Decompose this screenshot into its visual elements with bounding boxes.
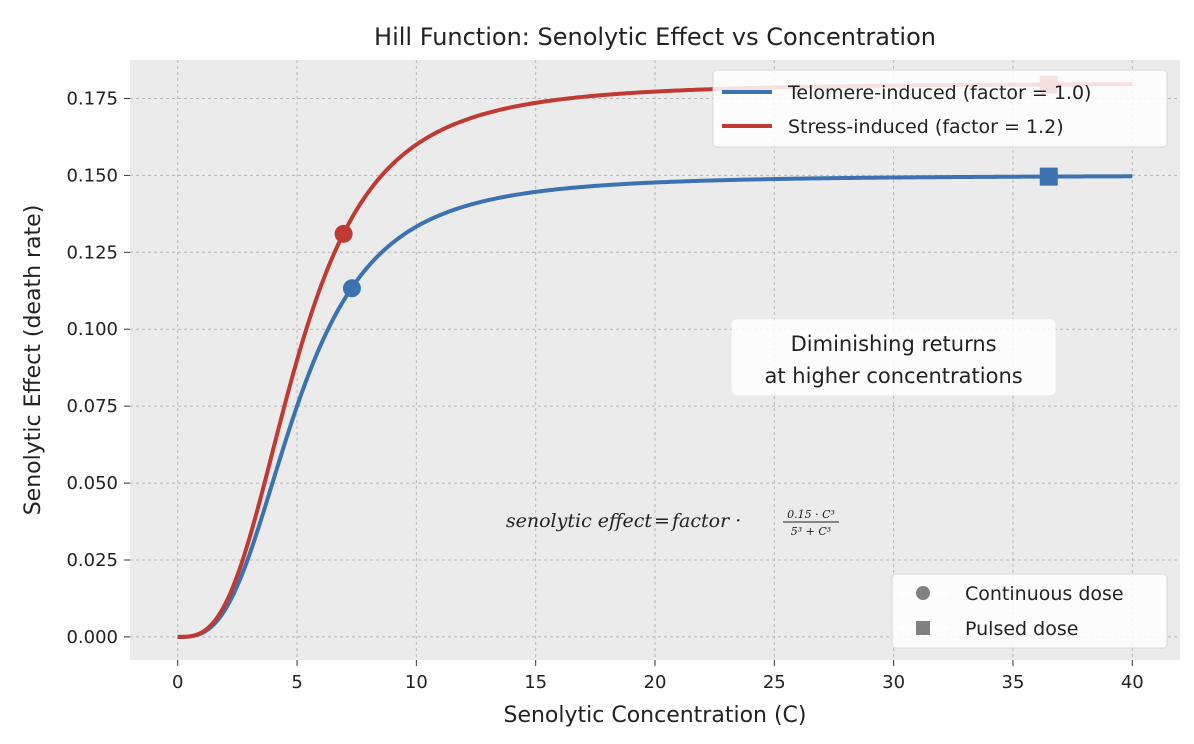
y-tick-label: 0.050 — [66, 473, 118, 494]
x-tick-label: 0 — [172, 672, 183, 693]
formula-numerator: 0.15 · C³ — [787, 508, 835, 521]
x-tick-label: 10 — [405, 672, 428, 693]
formula-rhs: factor · — [670, 510, 741, 532]
series-legend: Telomere-induced (factor = 1.0) Stress-i… — [712, 69, 1168, 148]
legend-label-stress: Stress-induced (factor = 1.2) — [788, 116, 1064, 138]
diminishing-returns-annotation: Diminishing returns at higher concentrat… — [731, 319, 1056, 396]
marker-legend-box — [891, 573, 1168, 649]
formula-lhs: senolytic effect — [506, 510, 652, 532]
x-tick-label: 35 — [1002, 672, 1025, 693]
annotation-line-2: at higher concentrations — [765, 364, 1023, 388]
series-line-0 — [177, 174, 1133, 639]
hill-formula: senolytic effect = factor · 0.15 · C³ 5³… — [506, 508, 839, 538]
pulsed-dose-marker-0 — [1039, 167, 1058, 186]
x-tick-label: 40 — [1121, 672, 1144, 693]
y-tick-label: 0.100 — [66, 319, 118, 340]
legend-circle-marker — [916, 586, 930, 600]
legend-square-marker — [916, 621, 930, 635]
series-legend-box — [712, 69, 1168, 148]
y-tick-label: 0.075 — [66, 396, 118, 417]
formula-equals: = — [654, 510, 670, 532]
x-tick-label: 20 — [644, 672, 667, 693]
grid-lines — [130, 60, 1180, 660]
legend-label-continuous: Continuous dose — [965, 583, 1124, 605]
formula-denominator: 5³ + C³ — [791, 525, 831, 538]
y-tick-label: 0.000 — [66, 627, 118, 648]
marker-legend: Continuous dose Pulsed dose — [891, 573, 1168, 649]
x-axis-title: Senolytic Concentration (C) — [503, 703, 806, 728]
legend-label-pulsed: Pulsed dose — [965, 618, 1078, 640]
x-tick-label: 25 — [763, 672, 786, 693]
annotation-line-1: Diminishing returns — [791, 332, 997, 356]
continuous-dose-marker-1 — [334, 224, 353, 243]
y-axis-ticks: 0.000 0.025 0.050 0.075 0.100 0.125 0.150 0.175 — [66, 88, 130, 648]
annotation-box — [731, 319, 1056, 396]
y-tick-label: 0.150 — [66, 165, 118, 186]
x-tick-label: 5 — [291, 672, 302, 693]
continuous-dose-marker-0 — [342, 279, 361, 298]
chart-title: Hill Function: Senolytic Effect vs Conce… — [374, 23, 936, 51]
x-tick-label: 30 — [882, 672, 905, 693]
y-axis-title: Senolytic Effect (death rate) — [21, 205, 46, 516]
y-tick-label: 0.025 — [66, 550, 118, 571]
y-tick-label: 0.175 — [66, 88, 118, 109]
legend-label-telomere: Telomere-induced (factor = 1.0) — [787, 82, 1091, 104]
x-axis-ticks: 0 5 10 15 20 25 30 35 40 — [172, 660, 1144, 693]
x-tick-label: 15 — [524, 672, 547, 693]
y-tick-label: 0.125 — [66, 242, 118, 263]
